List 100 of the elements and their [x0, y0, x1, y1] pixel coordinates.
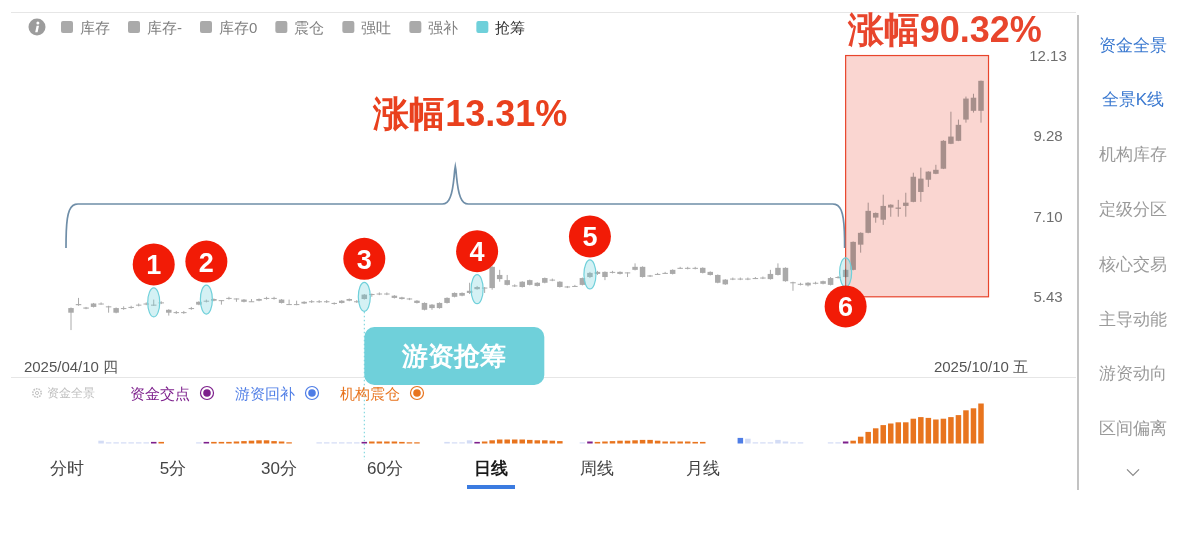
text: 60分	[367, 458, 403, 478]
bar	[534, 440, 541, 444]
bar	[775, 439, 781, 444]
candlestick	[572, 284, 578, 288]
candlestick	[474, 285, 480, 291]
bar	[684, 441, 691, 444]
bar	[271, 441, 277, 444]
legend-label: 震仓	[294, 18, 325, 36]
candlestick	[948, 111, 954, 145]
candlestick	[489, 265, 495, 291]
legend-label: 抢筹	[495, 18, 526, 36]
candlestick	[414, 299, 420, 305]
bar	[557, 441, 563, 444]
bar	[963, 410, 969, 444]
bar	[609, 441, 616, 444]
candlestick	[933, 164, 939, 175]
bar	[256, 440, 262, 444]
bar	[376, 441, 383, 444]
candlestick	[880, 194, 886, 226]
legend-label: 游资回补	[235, 384, 295, 402]
bar	[519, 439, 525, 444]
text: 全景K线	[1101, 90, 1165, 110]
text: 游资动向	[1099, 364, 1167, 384]
text: 定级分区	[1099, 199, 1167, 219]
bar	[624, 440, 631, 444]
candlestick	[970, 93, 977, 114]
bar	[857, 436, 864, 444]
legend-label: 强吐	[361, 18, 392, 36]
bar	[233, 441, 240, 444]
candlestick	[903, 192, 909, 218]
annotation: 涨幅90.32%	[846, 8, 1042, 50]
annotation: 2	[198, 247, 214, 278]
legend-label: 强补	[428, 18, 459, 36]
bar	[241, 441, 247, 444]
bar	[542, 440, 548, 444]
y-tick-label: 7.10	[1033, 207, 1063, 225]
bar	[737, 437, 744, 444]
bar	[602, 441, 608, 444]
text: 资金全景	[1099, 35, 1167, 55]
candlestick	[857, 231, 864, 254]
bar	[654, 440, 661, 444]
bar	[842, 441, 849, 444]
candlestick	[384, 291, 390, 296]
bar	[677, 441, 683, 444]
legend-label: 库存0	[219, 18, 258, 36]
candlestick	[271, 296, 277, 301]
bar	[948, 417, 954, 444]
candlestick	[647, 274, 653, 278]
bar	[391, 441, 398, 444]
bar	[587, 441, 593, 444]
bar	[549, 440, 556, 444]
candlestick	[331, 301, 337, 306]
annotation: 游资抢筹	[401, 341, 507, 371]
bar	[369, 441, 375, 444]
text: 核心交易	[1098, 254, 1167, 274]
bar	[888, 423, 894, 444]
bar	[918, 417, 924, 444]
x-tick-label: 2025/10/10 五	[933, 357, 1029, 375]
text: 月线	[686, 458, 720, 478]
bar	[384, 441, 390, 444]
bar	[511, 439, 518, 444]
bar	[496, 439, 503, 444]
text: 日线	[474, 458, 508, 478]
annotation: 3	[356, 244, 372, 275]
bar	[970, 408, 977, 444]
bar	[481, 441, 488, 444]
y-tick-label: 9.28	[1033, 127, 1063, 145]
bar	[632, 440, 638, 444]
candlestick	[790, 281, 796, 292]
candlestick	[286, 299, 292, 306]
text: 30分	[261, 458, 297, 478]
y-tick-label: 5.43	[1033, 288, 1063, 306]
legend-label: 资金交点	[130, 384, 190, 402]
text: 机构库存	[1099, 145, 1167, 165]
bar	[940, 418, 947, 444]
bar	[662, 441, 668, 444]
candlestick	[98, 301, 104, 306]
text: 分时	[50, 458, 84, 478]
bar	[647, 439, 653, 444]
candlestick	[963, 96, 969, 124]
legend-label: 库存	[80, 18, 110, 36]
bar	[880, 425, 886, 444]
bar	[489, 440, 495, 444]
text: 主导动能	[1099, 309, 1167, 329]
bar	[527, 439, 533, 444]
annotation: 涨幅13.31%	[372, 93, 568, 134]
text: 周线	[580, 458, 614, 478]
legend-label: 库存-	[147, 18, 182, 36]
bar	[639, 439, 646, 444]
legend-label: 机构震仓	[340, 384, 400, 402]
annotation: 4	[469, 237, 485, 268]
candlestick	[918, 167, 924, 203]
bar	[910, 418, 917, 444]
bar	[782, 441, 789, 444]
annotation: 6	[838, 292, 854, 323]
bar	[263, 440, 270, 444]
bar	[865, 431, 871, 444]
bar	[248, 440, 255, 444]
candlestick	[662, 271, 668, 275]
annotation: 1	[146, 250, 162, 281]
